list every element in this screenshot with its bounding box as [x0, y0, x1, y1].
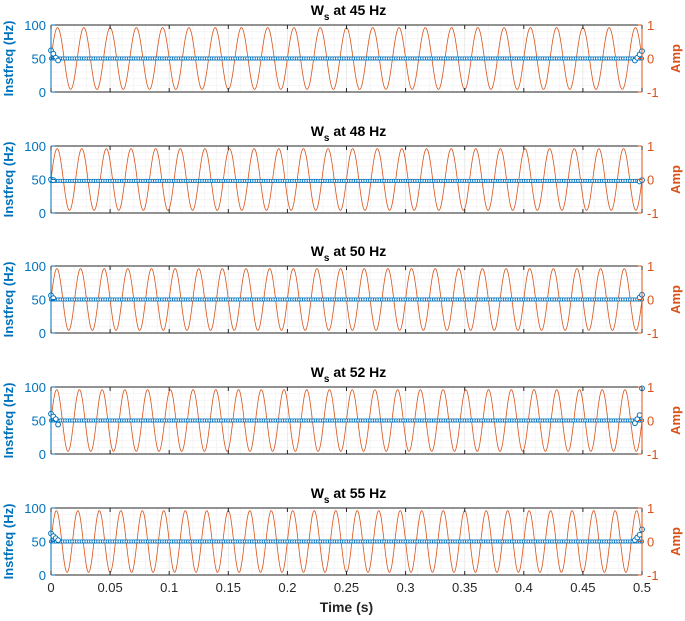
subplot-4: 0 50 100 -1 0 1 Instfreq (Hz) Amp Ws at 52 Hz [1, 364, 683, 462]
instfreq-markers [49, 178, 645, 183]
left-y-tick-label: 100 [24, 259, 46, 274]
title-main: W [311, 123, 325, 139]
instfreq-markers [49, 297, 645, 302]
left-y-tick-label: 100 [24, 18, 46, 33]
left-y-tick-label: 0 [39, 326, 46, 341]
left-y-axis-label: Instfreq (Hz) [1, 262, 16, 338]
instfreq-markers [49, 418, 645, 423]
left-y-tick-label: 0 [39, 206, 46, 221]
title-main: W [311, 243, 325, 259]
instfreq-markers [49, 56, 645, 61]
right-y-axis-label: Amp [668, 165, 683, 194]
subplot-1: 0 50 100 -1 0 1 Instfreq (Hz) Amp Ws at 45 Hz [1, 2, 683, 100]
left-y-tick-label: 0 [39, 568, 46, 583]
x-tick-label: 0.4 [515, 580, 533, 595]
subplot-title: Ws at 48 Hz [311, 123, 387, 144]
left-y-tick-label: 0 [39, 85, 46, 100]
title-subscript: s [324, 133, 330, 144]
right-y-axis-label: Amp [668, 44, 683, 73]
title-rest: at 50 Hz [329, 243, 386, 259]
left-y-axis-label: Instfreq (Hz) [1, 142, 16, 218]
instfreq-edge-point [55, 421, 61, 428]
right-y-tick-label: -1 [647, 326, 659, 341]
right-y-tick-label: -1 [647, 206, 659, 221]
x-tick-label: 0.35 [452, 580, 477, 595]
right-y-tick-label: 1 [647, 259, 654, 274]
subplot-title: Ws at 52 Hz [311, 364, 387, 385]
right-y-axis-label: Amp [668, 406, 683, 435]
instfreq-edge-point [55, 537, 61, 544]
x-tick-label: 0 [47, 580, 54, 595]
title-rest: at 55 Hz [329, 485, 386, 501]
left-y-axis-label: Instfreq (Hz) [1, 383, 16, 459]
instfreq-edge-point [55, 57, 61, 64]
x-tick-label: 0.05 [97, 580, 122, 595]
instfreq-edge-point [636, 412, 643, 419]
right-y-tick-label: 0 [647, 293, 654, 308]
title-rest: at 48 Hz [329, 123, 386, 139]
right-y-axis-label: Amp [668, 285, 683, 314]
subplot-2: 0 50 100 -1 0 1 Instfreq (Hz) Amp Ws at 48 Hz [1, 123, 683, 221]
left-y-tick-label: 50 [32, 535, 46, 550]
title-rest: at 45 Hz [329, 2, 386, 18]
left-y-tick-label: 0 [39, 447, 46, 462]
right-y-tick-label: 1 [647, 380, 654, 395]
right-y-axis-label: Amp [668, 527, 683, 556]
left-y-tick-label: 50 [32, 293, 46, 308]
x-tick-label: 0.2 [278, 580, 296, 595]
left-y-tick-label: 100 [24, 501, 46, 516]
right-y-tick-label: 0 [647, 173, 654, 188]
left-y-tick-label: 100 [24, 139, 46, 154]
right-y-tick-label: 1 [647, 18, 654, 33]
title-subscript: s [324, 495, 330, 506]
x-tick-label: 0.15 [216, 580, 241, 595]
title-subscript: s [324, 374, 330, 385]
subplot-title: Ws at 45 Hz [311, 2, 387, 23]
right-y-tick-label: 0 [647, 535, 654, 550]
left-y-tick-label: 50 [32, 52, 46, 67]
x-tick-label: 0.1 [160, 580, 178, 595]
instfreq-edge-point [636, 531, 643, 538]
title-rest: at 52 Hz [329, 364, 386, 380]
title-subscript: s [324, 253, 330, 264]
right-y-tick-label: 1 [647, 501, 654, 516]
title-main: W [311, 485, 325, 501]
right-y-tick-label: -1 [647, 85, 659, 100]
title-subscript: s [324, 12, 330, 23]
title-main: W [311, 2, 325, 18]
title-main: W [311, 364, 325, 380]
instfreq-edge-point [50, 177, 57, 184]
subplot-title: Ws at 55 Hz [311, 485, 387, 506]
right-y-tick-label: 1 [647, 139, 654, 154]
right-y-tick-label: -1 [647, 568, 659, 583]
x-tick-label: 0.25 [334, 580, 359, 595]
subplot-5: 0 50 100 -1 0 1 Instfreq (Hz) Amp Ws at 55 Hz 0 0.… [1, 485, 683, 615]
x-tick-label: 0.45 [570, 580, 595, 595]
left-y-tick-label: 50 [32, 173, 46, 188]
right-y-tick-label: 0 [647, 52, 654, 67]
right-y-tick-label: 0 [647, 414, 654, 429]
right-y-tick-label: -1 [647, 447, 659, 462]
subplot-3: 0 50 100 -1 0 1 Instfreq (Hz) Amp Ws at 50 Hz [1, 243, 683, 341]
x-tick-label: 0.5 [633, 580, 651, 595]
x-axis-label: Time (s) [320, 599, 373, 615]
left-y-tick-label: 100 [24, 380, 46, 395]
left-y-axis-label: Instfreq (Hz) [1, 504, 16, 580]
instfreq-markers [49, 539, 645, 544]
left-y-axis-label: Instfreq (Hz) [1, 21, 16, 97]
x-tick-label: 0.3 [397, 580, 415, 595]
left-y-tick-label: 50 [32, 414, 46, 429]
subplot-title: Ws at 50 Hz [311, 243, 387, 264]
